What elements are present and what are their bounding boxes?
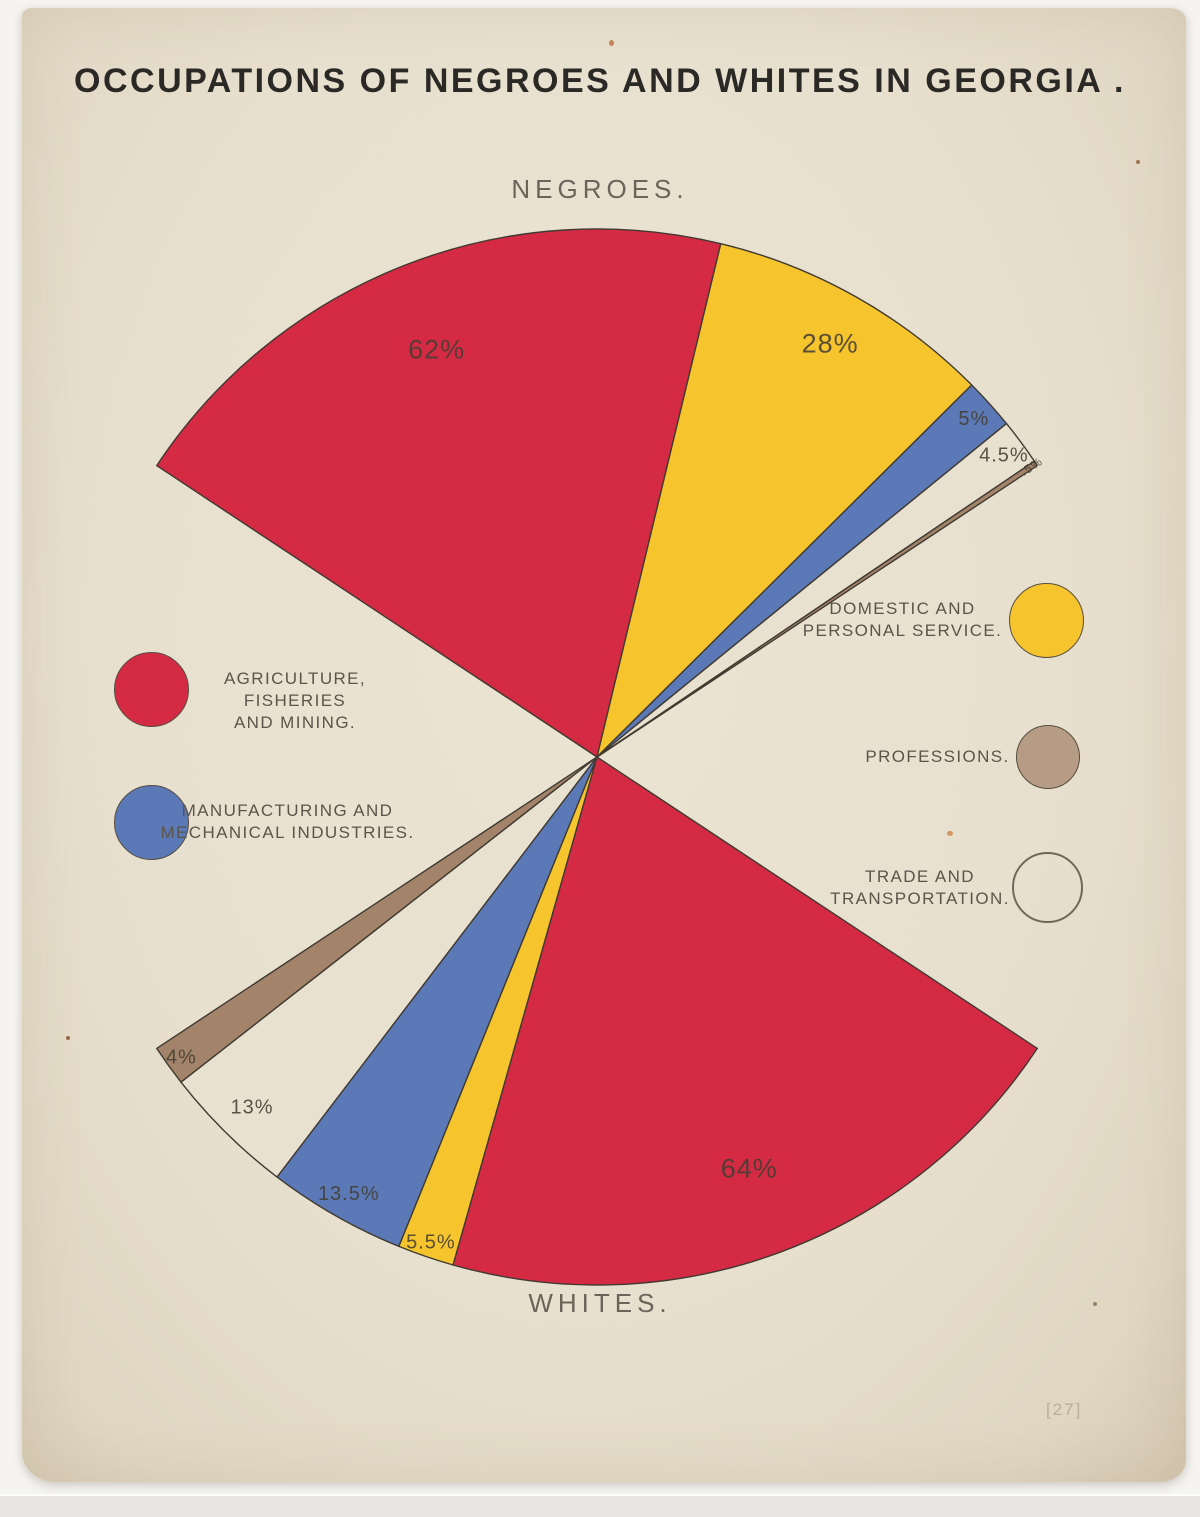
plate-number: [27] bbox=[1046, 1400, 1083, 1419]
manufacturing-legend-swatch bbox=[114, 785, 189, 860]
sector-percent-label: 4.5% bbox=[979, 445, 1029, 467]
legend-label-line: MECHANICAL INDUSTRIES. bbox=[160, 823, 415, 842]
legend-label-line: PERSONAL SERVICE. bbox=[802, 621, 1003, 640]
professions-legend-swatch bbox=[1016, 725, 1080, 789]
legend-label-line: MANUFACTURING AND bbox=[181, 801, 394, 820]
sector-percent-label: 4% bbox=[166, 1046, 197, 1068]
page-title: OCCUPATIONS OF NEGROES AND WHITES IN GEO… bbox=[74, 62, 1126, 100]
sector-percent-label: 62% bbox=[408, 335, 465, 365]
paper-speck bbox=[1136, 160, 1140, 164]
sector-percent-label: 13.5% bbox=[318, 1183, 380, 1205]
trade-legend-swatch bbox=[1012, 852, 1083, 923]
paper-speck bbox=[30, 652, 34, 657]
whites-group-label: WHITES. bbox=[528, 1288, 672, 1318]
sector-percent-label: 28% bbox=[802, 328, 859, 358]
paper-speck bbox=[609, 40, 614, 46]
legend-label-line: DOMESTIC AND bbox=[829, 599, 976, 618]
legend-label-line: TRANSPORTATION. bbox=[830, 889, 1010, 908]
bottom-fan-sector-agriculture bbox=[452, 756, 1038, 1286]
legend-item-manufacturing: MANUFACTURING AND MECHANICAL INDUSTRIES. bbox=[160, 800, 415, 844]
legend-label-line: TRADE AND bbox=[865, 867, 975, 886]
legend-label-line: AGRICULTURE, FISHERIES bbox=[223, 669, 367, 710]
sector-percent-label: 5.5% bbox=[406, 1232, 456, 1254]
domestic-legend-swatch bbox=[1009, 583, 1084, 658]
top-fan-sector-agriculture bbox=[156, 228, 722, 758]
photo-mat-edge bbox=[0, 1494, 1200, 1517]
legend-item-trade: TRADE AND TRANSPORTATION. bbox=[800, 866, 1040, 910]
legend-label-line: PROFESSIONS. bbox=[865, 747, 1010, 766]
sector-percent-label: 64% bbox=[721, 1153, 778, 1183]
sector-percent-label: 13% bbox=[230, 1096, 273, 1118]
top-fan-sector-professions bbox=[596, 460, 1038, 758]
legend-label-line: AND MINING. bbox=[233, 713, 357, 732]
legend-item-professions: PROFESSIONS. bbox=[820, 746, 1055, 768]
sector-percent-label: 5% bbox=[958, 408, 989, 430]
top-fan-sector-domestic bbox=[596, 243, 973, 758]
paper-speck bbox=[1093, 1302, 1097, 1306]
paper-speck bbox=[66, 1036, 70, 1040]
legend-item-agriculture: AGRICULTURE, FISHERIES AND MINING. bbox=[170, 668, 420, 734]
negroes-group-label: NEGROES. bbox=[511, 174, 689, 204]
legend-item-domestic: DOMESTIC AND PERSONAL SERVICE. bbox=[780, 598, 1025, 642]
agriculture-legend-swatch bbox=[114, 652, 189, 727]
paper-speck bbox=[947, 831, 953, 836]
